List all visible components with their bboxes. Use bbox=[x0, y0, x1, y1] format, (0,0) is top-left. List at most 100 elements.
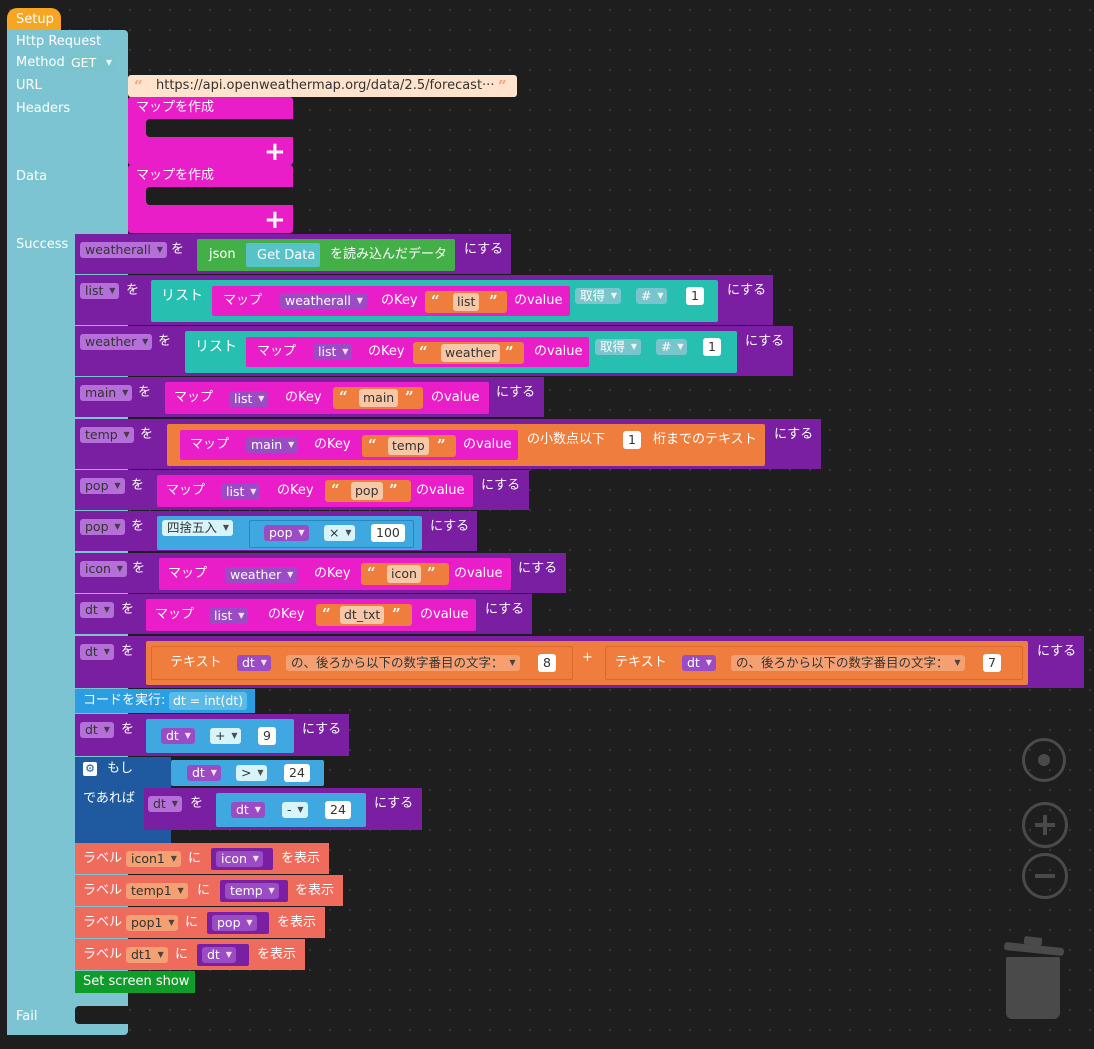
add-block[interactable]: dt + 9 bbox=[146, 719, 294, 753]
compare-block[interactable]: dt > 24 bbox=[171, 760, 324, 786]
string-main[interactable]: main bbox=[359, 389, 399, 407]
zoom-out-icon[interactable] bbox=[1022, 853, 1068, 899]
var-weatherall[interactable]: weatherall bbox=[80, 242, 167, 258]
var-list[interactable]: list bbox=[80, 283, 120, 299]
get-data-block[interactable] bbox=[246, 243, 320, 267]
var-dt-ref[interactable]: dt bbox=[237, 655, 271, 671]
headers-add-icon[interactable]: + bbox=[264, 137, 286, 167]
round-dropdown[interactable]: 四捨五入 bbox=[162, 520, 234, 536]
var-icon[interactable]: icon bbox=[80, 561, 127, 577]
label-icon1-block[interactable]: ラベル icon1 に icon を表示 bbox=[75, 843, 329, 874]
get-dropdown[interactable]: 取得 bbox=[575, 288, 622, 304]
string-temp[interactable]: temp bbox=[388, 437, 429, 455]
map-temp-block[interactable] bbox=[180, 430, 518, 460]
set-screen-block[interactable]: Set screen show bbox=[75, 971, 195, 993]
num-24[interactable]: 24 bbox=[325, 801, 351, 819]
zoom-in-icon[interactable] bbox=[1022, 802, 1068, 848]
json-block[interactable]: json Get Data を読み込んだデータ bbox=[197, 239, 455, 271]
string-dt-txt[interactable]: dt_txt bbox=[340, 606, 385, 624]
hash-dropdown[interactable]: # bbox=[656, 339, 688, 355]
num-8[interactable]: 8 bbox=[538, 654, 556, 672]
weather-list-get-block[interactable]: リスト マップ list のKey “ weather ” のvalue 取得 … bbox=[185, 331, 737, 373]
list-get-block[interactable]: リスト マップ weatherall のKey “ list ” のvalue … bbox=[151, 280, 718, 322]
var-list-ref[interactable]: list bbox=[221, 484, 261, 500]
gt-dropdown[interactable]: > bbox=[236, 765, 268, 781]
var-temp[interactable]: temp bbox=[80, 427, 134, 443]
minus-dropdown[interactable]: - bbox=[282, 802, 308, 818]
var-weather-ref[interactable]: weather bbox=[225, 567, 298, 583]
string-weather[interactable]: weather bbox=[441, 344, 501, 362]
num-9[interactable]: 9 bbox=[258, 727, 276, 745]
var-temp-ref[interactable]: temp bbox=[225, 883, 279, 899]
var-list-ref[interactable]: list bbox=[313, 344, 353, 360]
round-block[interactable]: 四捨五入 pop × 100 bbox=[157, 516, 422, 550]
wo-label: を bbox=[131, 478, 145, 493]
var-list-ref[interactable]: list bbox=[229, 391, 269, 407]
num-1[interactable]: 1 bbox=[623, 431, 641, 449]
label-dt1-dropdown[interactable]: dt1 bbox=[126, 947, 168, 963]
label-pop1-block[interactable]: ラベル pop1 に pop を表示 bbox=[75, 907, 325, 938]
string-pop[interactable]: pop bbox=[351, 482, 383, 500]
ni-suru-label: にする bbox=[302, 722, 342, 737]
method-dropdown[interactable]: GET bbox=[66, 55, 116, 71]
var-pop-ref[interactable]: pop bbox=[212, 915, 257, 931]
label-dt1-block[interactable]: ラベル dt1 に dt を表示 bbox=[75, 939, 305, 970]
string-list[interactable]: list bbox=[453, 293, 480, 311]
label-temp1-block[interactable]: ラベル temp1 に temp を表示 bbox=[75, 875, 343, 906]
get-dropdown[interactable]: 取得 bbox=[595, 339, 642, 355]
setup-block[interactable]: Setup bbox=[7, 8, 61, 32]
num-24[interactable]: 24 bbox=[284, 764, 310, 782]
num-1[interactable]: 1 bbox=[686, 287, 704, 305]
var-list-ref[interactable]: list bbox=[209, 608, 249, 624]
from-end-dropdown[interactable]: の、後ろから以下の数字番目の文字： bbox=[731, 655, 965, 671]
data-label: Data bbox=[16, 169, 48, 184]
label-pop1-dropdown[interactable]: pop1 bbox=[126, 915, 179, 931]
var-dt[interactable]: dt bbox=[80, 602, 114, 618]
label-temp1-dropdown[interactable]: temp1 bbox=[126, 883, 188, 899]
var-dt-ref[interactable]: dt bbox=[682, 655, 716, 671]
http-request-title: Http Request bbox=[16, 34, 102, 49]
from-end-dropdown[interactable]: の、後ろから以下の数字番目の文字： bbox=[286, 655, 520, 671]
var-dt[interactable]: dt bbox=[80, 722, 114, 738]
var-dt[interactable]: dt bbox=[148, 796, 182, 812]
var-dt-ref[interactable]: dt bbox=[231, 802, 265, 818]
headers-map-block[interactable]: マップを作成 + bbox=[128, 97, 293, 165]
var-pop-ref[interactable]: pop bbox=[264, 525, 309, 541]
url-value[interactable]: https://api.openweathermap.org/data/2.5/… bbox=[156, 78, 495, 93]
var-main-ref[interactable]: main bbox=[246, 437, 299, 453]
map-pop-block[interactable]: マップ list のKey “ pop ” のvalue bbox=[157, 475, 473, 507]
run-code-block[interactable]: コードを実行: dt = int(dt) bbox=[75, 689, 255, 713]
map-dt-block[interactable]: マップ list のKey “ dt_txt ” のvalue bbox=[146, 599, 476, 631]
var-dt-ref[interactable]: dt bbox=[202, 947, 236, 963]
var-main[interactable]: main bbox=[80, 385, 133, 401]
var-weatherall-ref[interactable]: weatherall bbox=[280, 293, 367, 309]
var-dt-ref[interactable]: dt bbox=[187, 765, 221, 781]
var-pop[interactable]: pop bbox=[80, 519, 125, 535]
num-1[interactable]: 1 bbox=[703, 338, 721, 356]
subtract-block[interactable]: dt - 24 bbox=[216, 793, 366, 827]
var-pop[interactable]: pop bbox=[80, 478, 125, 494]
concat-block[interactable]: テキスト dt の、後ろから以下の数字番目の文字： 8 + テキスト dt の、… bbox=[146, 641, 1028, 685]
code-input[interactable]: dt = int(dt) bbox=[169, 692, 248, 710]
var-dt[interactable]: dt bbox=[80, 644, 114, 660]
decimal-text-block[interactable]: マップ main のKey “ temp ” のvalue の小数点以下 1 桁… bbox=[167, 424, 765, 466]
gear-icon[interactable]: ⚙ bbox=[83, 762, 97, 776]
map-main-block[interactable]: マップ list のKey “ main ” のvalue bbox=[165, 382, 489, 414]
plus-dropdown[interactable]: + bbox=[210, 728, 242, 744]
map-weatherall-block[interactable] bbox=[212, 286, 570, 316]
var-dt-ref[interactable]: dt bbox=[161, 728, 195, 744]
map-icon-block[interactable]: マップ weather のKey “ icon ” のvalue bbox=[159, 558, 511, 590]
times-dropdown[interactable]: × bbox=[324, 525, 356, 541]
num-7[interactable]: 7 bbox=[983, 654, 1001, 672]
var-icon-ref[interactable]: icon bbox=[216, 851, 263, 867]
recenter-icon[interactable] bbox=[1022, 738, 1066, 782]
trash-icon[interactable] bbox=[1002, 935, 1066, 1023]
data-add-icon[interactable]: + bbox=[264, 205, 286, 235]
num-100[interactable]: 100 bbox=[371, 524, 405, 542]
url-text-block[interactable]: “ https://api.openweathermap.org/data/2.… bbox=[128, 75, 517, 97]
var-weather[interactable]: weather bbox=[80, 334, 153, 350]
label-icon1-dropdown[interactable]: icon1 bbox=[126, 851, 181, 867]
hash-dropdown[interactable]: # bbox=[636, 288, 668, 304]
data-map-block[interactable]: マップを作成 + bbox=[128, 165, 293, 233]
string-icon[interactable]: icon bbox=[387, 565, 421, 583]
